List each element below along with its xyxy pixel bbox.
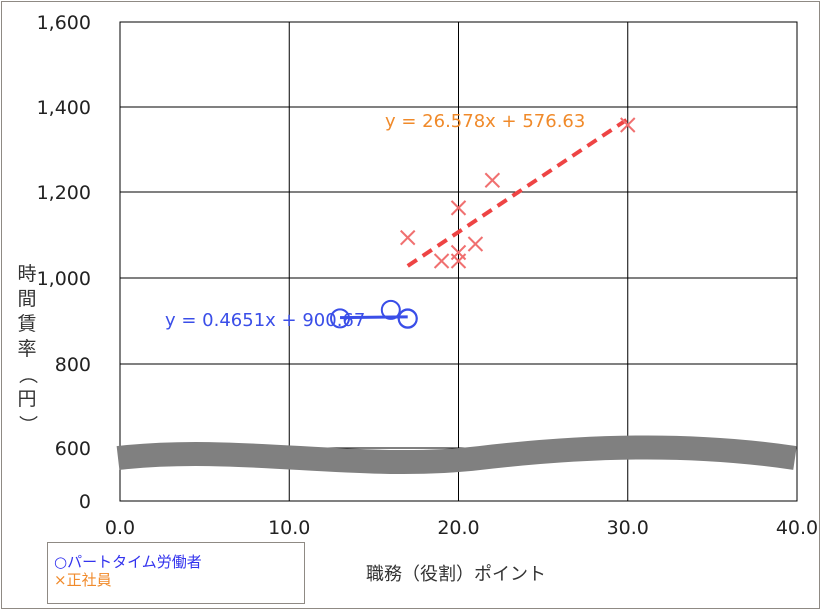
data-point-circle	[397, 308, 418, 329]
x-tick-label: 20.0	[437, 517, 479, 539]
data-point-x	[433, 253, 450, 269]
y-tick-label: 1,600	[37, 12, 91, 34]
y-tick-label: 1,200	[37, 182, 91, 204]
data-point-circle	[330, 308, 351, 329]
data-point-x-stroke	[400, 229, 416, 246]
data-point-x-stroke	[450, 244, 467, 261]
trendline-equation: y = 0.4651x + 900.67	[165, 310, 365, 331]
data-point-x	[467, 236, 484, 252]
data-point-x-stroke	[620, 117, 636, 133]
y-tick-label: 1,400	[37, 97, 91, 119]
y-tick-label: 0	[79, 491, 91, 513]
x-tick-label: 30.0	[607, 517, 649, 539]
x-tick-label: 10.0	[268, 517, 310, 539]
x-tick-label: 0.0	[105, 517, 135, 539]
y-tick-label: 1,000	[37, 268, 91, 290]
data-point-x	[620, 117, 636, 133]
y-tick-label: 800	[55, 354, 91, 376]
data-point-x	[450, 200, 467, 216]
data-point-x-stroke	[467, 236, 484, 252]
legend-full-time: ×正社員	[54, 571, 112, 589]
data-point-x-stroke	[484, 172, 501, 188]
y-tick-label: 600	[55, 438, 91, 460]
legend: ○パートタイム労働者 ×正社員	[47, 542, 305, 604]
y-axis-label: 時間賃率（円）	[16, 263, 39, 434]
trendline-equation: y = 26.578x + 576.63	[385, 111, 585, 132]
data-point-x	[450, 244, 467, 261]
x-tick-label: 40.0	[776, 517, 818, 539]
data-point-circle	[380, 299, 401, 320]
x-axis-label: 職務（役割）ポイント	[366, 564, 546, 585]
data-point-x	[400, 229, 416, 246]
data-point-x	[484, 172, 501, 188]
trendline	[406, 117, 629, 268]
legend-part-time: ○パートタイム労働者	[54, 553, 202, 571]
data-point-x-stroke	[450, 200, 467, 216]
axis-break-band	[116, 435, 797, 475]
data-point-x-stroke	[433, 253, 450, 269]
